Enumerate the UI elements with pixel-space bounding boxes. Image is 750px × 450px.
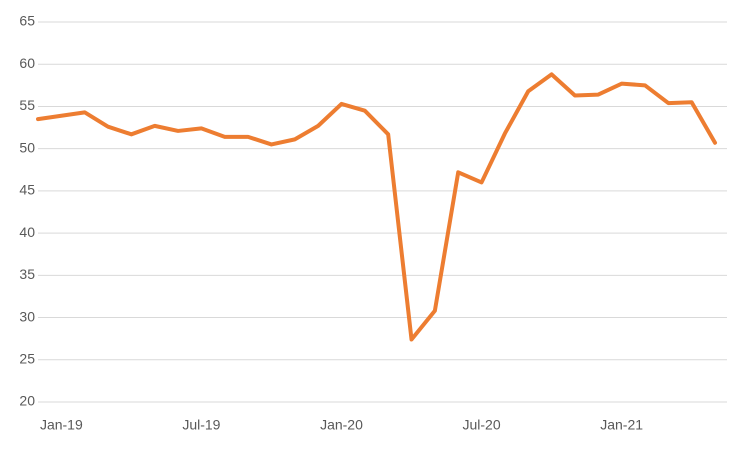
y-tick-label: 25 — [19, 350, 35, 366]
y-tick-label: 50 — [19, 139, 35, 155]
x-tick-label: Jan-21 — [600, 417, 643, 433]
x-tick-label: Jan-19 — [40, 417, 83, 433]
x-tick-label: Jul-19 — [182, 417, 220, 433]
y-tick-label: 60 — [19, 55, 35, 71]
x-tick-label: Jul-20 — [462, 417, 500, 433]
y-tick-label: 45 — [19, 182, 35, 198]
y-tick-label: 30 — [19, 308, 35, 324]
line-series — [36, 72, 717, 342]
y-tick-label: 40 — [19, 224, 35, 240]
y-tick-label: 35 — [19, 266, 35, 282]
x-tick-label: Jan-20 — [320, 417, 363, 433]
y-tick-label: 65 — [19, 13, 35, 29]
y-tick-label: 55 — [19, 97, 35, 113]
y-tick-label: 20 — [19, 393, 35, 409]
